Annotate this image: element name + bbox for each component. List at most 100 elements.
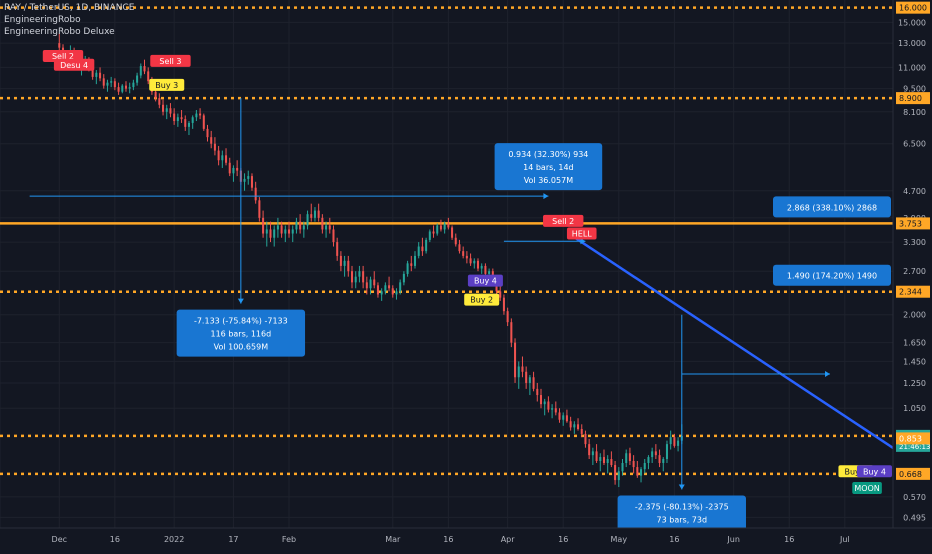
price-tick-label: 1.050 — [903, 404, 926, 413]
candle-body — [532, 377, 535, 389]
candle-body — [336, 242, 339, 256]
time-tick-label: 16 — [443, 535, 453, 544]
signal-label-text: Sell 3 — [159, 57, 181, 66]
time-tick-label: May — [611, 535, 628, 544]
candle-body — [180, 117, 183, 120]
candle-body — [454, 237, 457, 245]
candle-body — [184, 119, 187, 127]
measure-box-bg — [773, 196, 891, 218]
signal-label-bg — [852, 482, 882, 495]
candle-body — [202, 115, 205, 129]
measure-box-text: -7.133 (-75.84%) -7133 — [194, 317, 288, 326]
candle-body — [376, 285, 379, 295]
indicator-label[interactable]: EngineeringRobo Deluxe — [4, 27, 115, 37]
candle-body — [347, 260, 350, 272]
candle-body — [91, 68, 94, 77]
measure-box-bg — [494, 143, 603, 191]
signal-label-bg — [464, 293, 500, 306]
measure-arrow — [580, 238, 586, 245]
symbol-line[interactable]: RAY / TetherUS, 1D, BINANCE — [4, 3, 135, 13]
candle-body — [436, 225, 439, 234]
candle-body — [173, 113, 176, 122]
signal-label-text: Buy 2 — [470, 296, 493, 305]
candle-body — [406, 263, 409, 274]
candle-body — [280, 225, 283, 234]
price-axis-bg — [893, 0, 932, 550]
signal-label: Desu 4 — [53, 58, 95, 71]
candle-body — [428, 231, 431, 240]
level-price-tag — [896, 92, 930, 105]
signal-label-bg — [467, 274, 503, 287]
signal-label: Buy 4 — [856, 465, 892, 478]
candle-body — [606, 459, 609, 463]
candle-body — [58, 43, 61, 48]
candle-body — [176, 117, 179, 122]
candle-body — [332, 229, 335, 243]
candle-body — [539, 395, 543, 405]
candle-body — [313, 210, 316, 218]
price-tick-label: 6.500 — [903, 140, 926, 149]
candle-body — [528, 377, 531, 383]
candle-body — [517, 366, 520, 378]
level-price-tag — [896, 1, 930, 14]
indicator-label[interactable]: EngineeringRobo — [4, 15, 81, 25]
candle-body — [102, 78, 105, 86]
measure-box-text: 73 bars, 73d — [657, 515, 708, 524]
candle-body — [439, 225, 442, 230]
price-tick-label: 1.250 — [903, 379, 926, 388]
candle-body — [247, 176, 250, 179]
signal-label-bg — [53, 58, 95, 71]
candle-body — [451, 227, 454, 238]
price-tick-label: 11.000 — [898, 63, 926, 72]
candle-body — [128, 87, 131, 89]
candle-body — [269, 229, 272, 238]
level-price-tag — [896, 217, 930, 230]
candle-body — [469, 258, 472, 264]
candle-body — [276, 225, 279, 230]
candle-body — [536, 388, 539, 396]
candle-body — [402, 273, 405, 283]
candle-body — [432, 231, 435, 234]
candle-body — [284, 229, 287, 234]
price-tick-label: 2.700 — [903, 267, 926, 276]
signal-label-text: Buy 3 — [155, 81, 178, 90]
level-price-tag-text: 3.753 — [899, 219, 922, 228]
candle-body — [588, 444, 591, 456]
candle-body — [299, 221, 302, 230]
candle-body — [521, 366, 524, 372]
candle-body — [380, 291, 383, 295]
candle-body — [265, 229, 268, 234]
candle-body — [147, 71, 150, 82]
price-tick-label: 3.300 — [903, 238, 926, 247]
candle-body — [547, 401, 550, 410]
time-tick-label: Jul — [839, 535, 850, 544]
candle-body — [317, 210, 320, 218]
candle-body — [310, 214, 313, 218]
candle-body — [506, 311, 509, 323]
candle-body — [139, 66, 142, 76]
candle-body — [610, 459, 613, 466]
measure-box-bg — [176, 309, 306, 357]
candle-body — [577, 424, 580, 430]
candle-body — [110, 81, 113, 83]
candle-body — [458, 244, 461, 252]
candle-body — [199, 113, 202, 116]
candle-body — [328, 225, 331, 230]
candle-body — [473, 260, 476, 264]
time-tick-label: Apr — [501, 535, 516, 544]
price-tick-label: 2.000 — [903, 311, 926, 320]
measure-box-text: 2.868 (338.10%) 2868 — [787, 203, 877, 212]
measure-box-bg — [773, 264, 891, 286]
candle-body — [273, 229, 276, 238]
time-tick-label: 16 — [558, 535, 568, 544]
candle-body — [543, 401, 546, 405]
candle-body — [640, 469, 643, 476]
signal-label-text: Buy 4 — [863, 467, 886, 476]
candle-body — [291, 229, 294, 234]
candle-body — [525, 371, 528, 383]
candle-body — [217, 150, 220, 161]
time-tick-label: Jun — [726, 535, 740, 544]
candle-body — [551, 408, 554, 410]
